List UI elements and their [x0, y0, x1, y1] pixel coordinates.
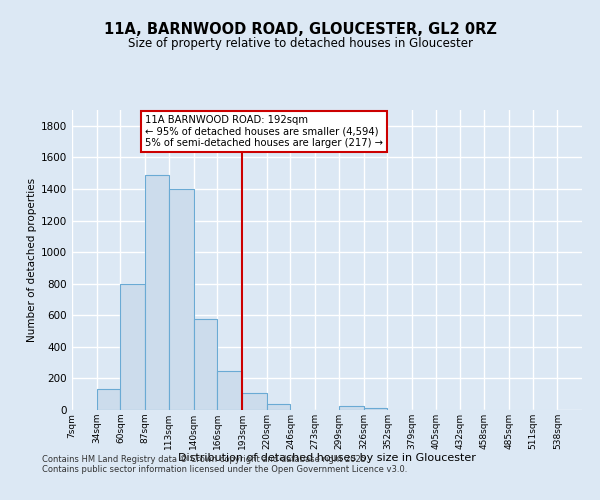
Bar — [217, 370, 242, 410]
Bar — [121, 284, 145, 410]
Bar — [364, 408, 388, 410]
Bar — [339, 406, 364, 410]
Text: Contains HM Land Registry data © Crown copyright and database right 2025.: Contains HM Land Registry data © Crown c… — [42, 456, 368, 464]
Bar — [242, 392, 266, 410]
Y-axis label: Number of detached properties: Number of detached properties — [27, 178, 37, 342]
Bar — [194, 319, 217, 410]
Bar — [169, 189, 194, 410]
Bar — [145, 174, 169, 410]
Text: 11A BARNWOOD ROAD: 192sqm
← 95% of detached houses are smaller (4,594)
5% of sem: 11A BARNWOOD ROAD: 192sqm ← 95% of detac… — [145, 114, 383, 148]
Text: 11A, BARNWOOD ROAD, GLOUCESTER, GL2 0RZ: 11A, BARNWOOD ROAD, GLOUCESTER, GL2 0RZ — [104, 22, 496, 38]
Text: Size of property relative to detached houses in Gloucester: Size of property relative to detached ho… — [128, 38, 473, 51]
Bar — [266, 404, 290, 410]
Text: Contains public sector information licensed under the Open Government Licence v3: Contains public sector information licen… — [42, 466, 407, 474]
X-axis label: Distribution of detached houses by size in Gloucester: Distribution of detached houses by size … — [178, 454, 476, 464]
Bar — [97, 390, 121, 410]
